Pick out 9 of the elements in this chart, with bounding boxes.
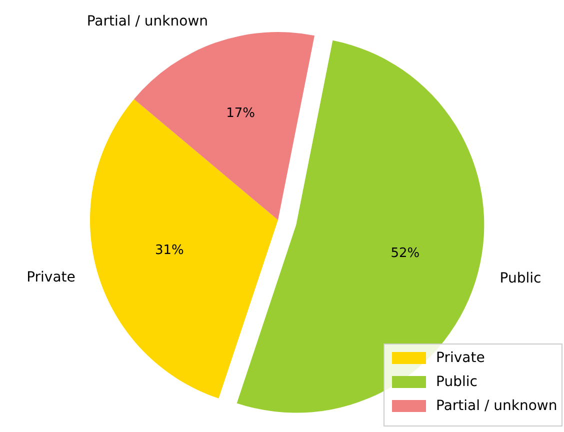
slice-label: Partial / unknown [86,13,208,30]
slice-label: Public [500,270,542,287]
legend-label: Partial / unknown [436,398,558,414]
legend-label: Private [436,350,485,366]
slice-label: Private [26,269,76,286]
data-label: 17% [226,106,255,122]
data-label: 31% [155,243,184,258]
legend-label: Public [436,374,478,390]
data-label: 52% [390,246,420,262]
